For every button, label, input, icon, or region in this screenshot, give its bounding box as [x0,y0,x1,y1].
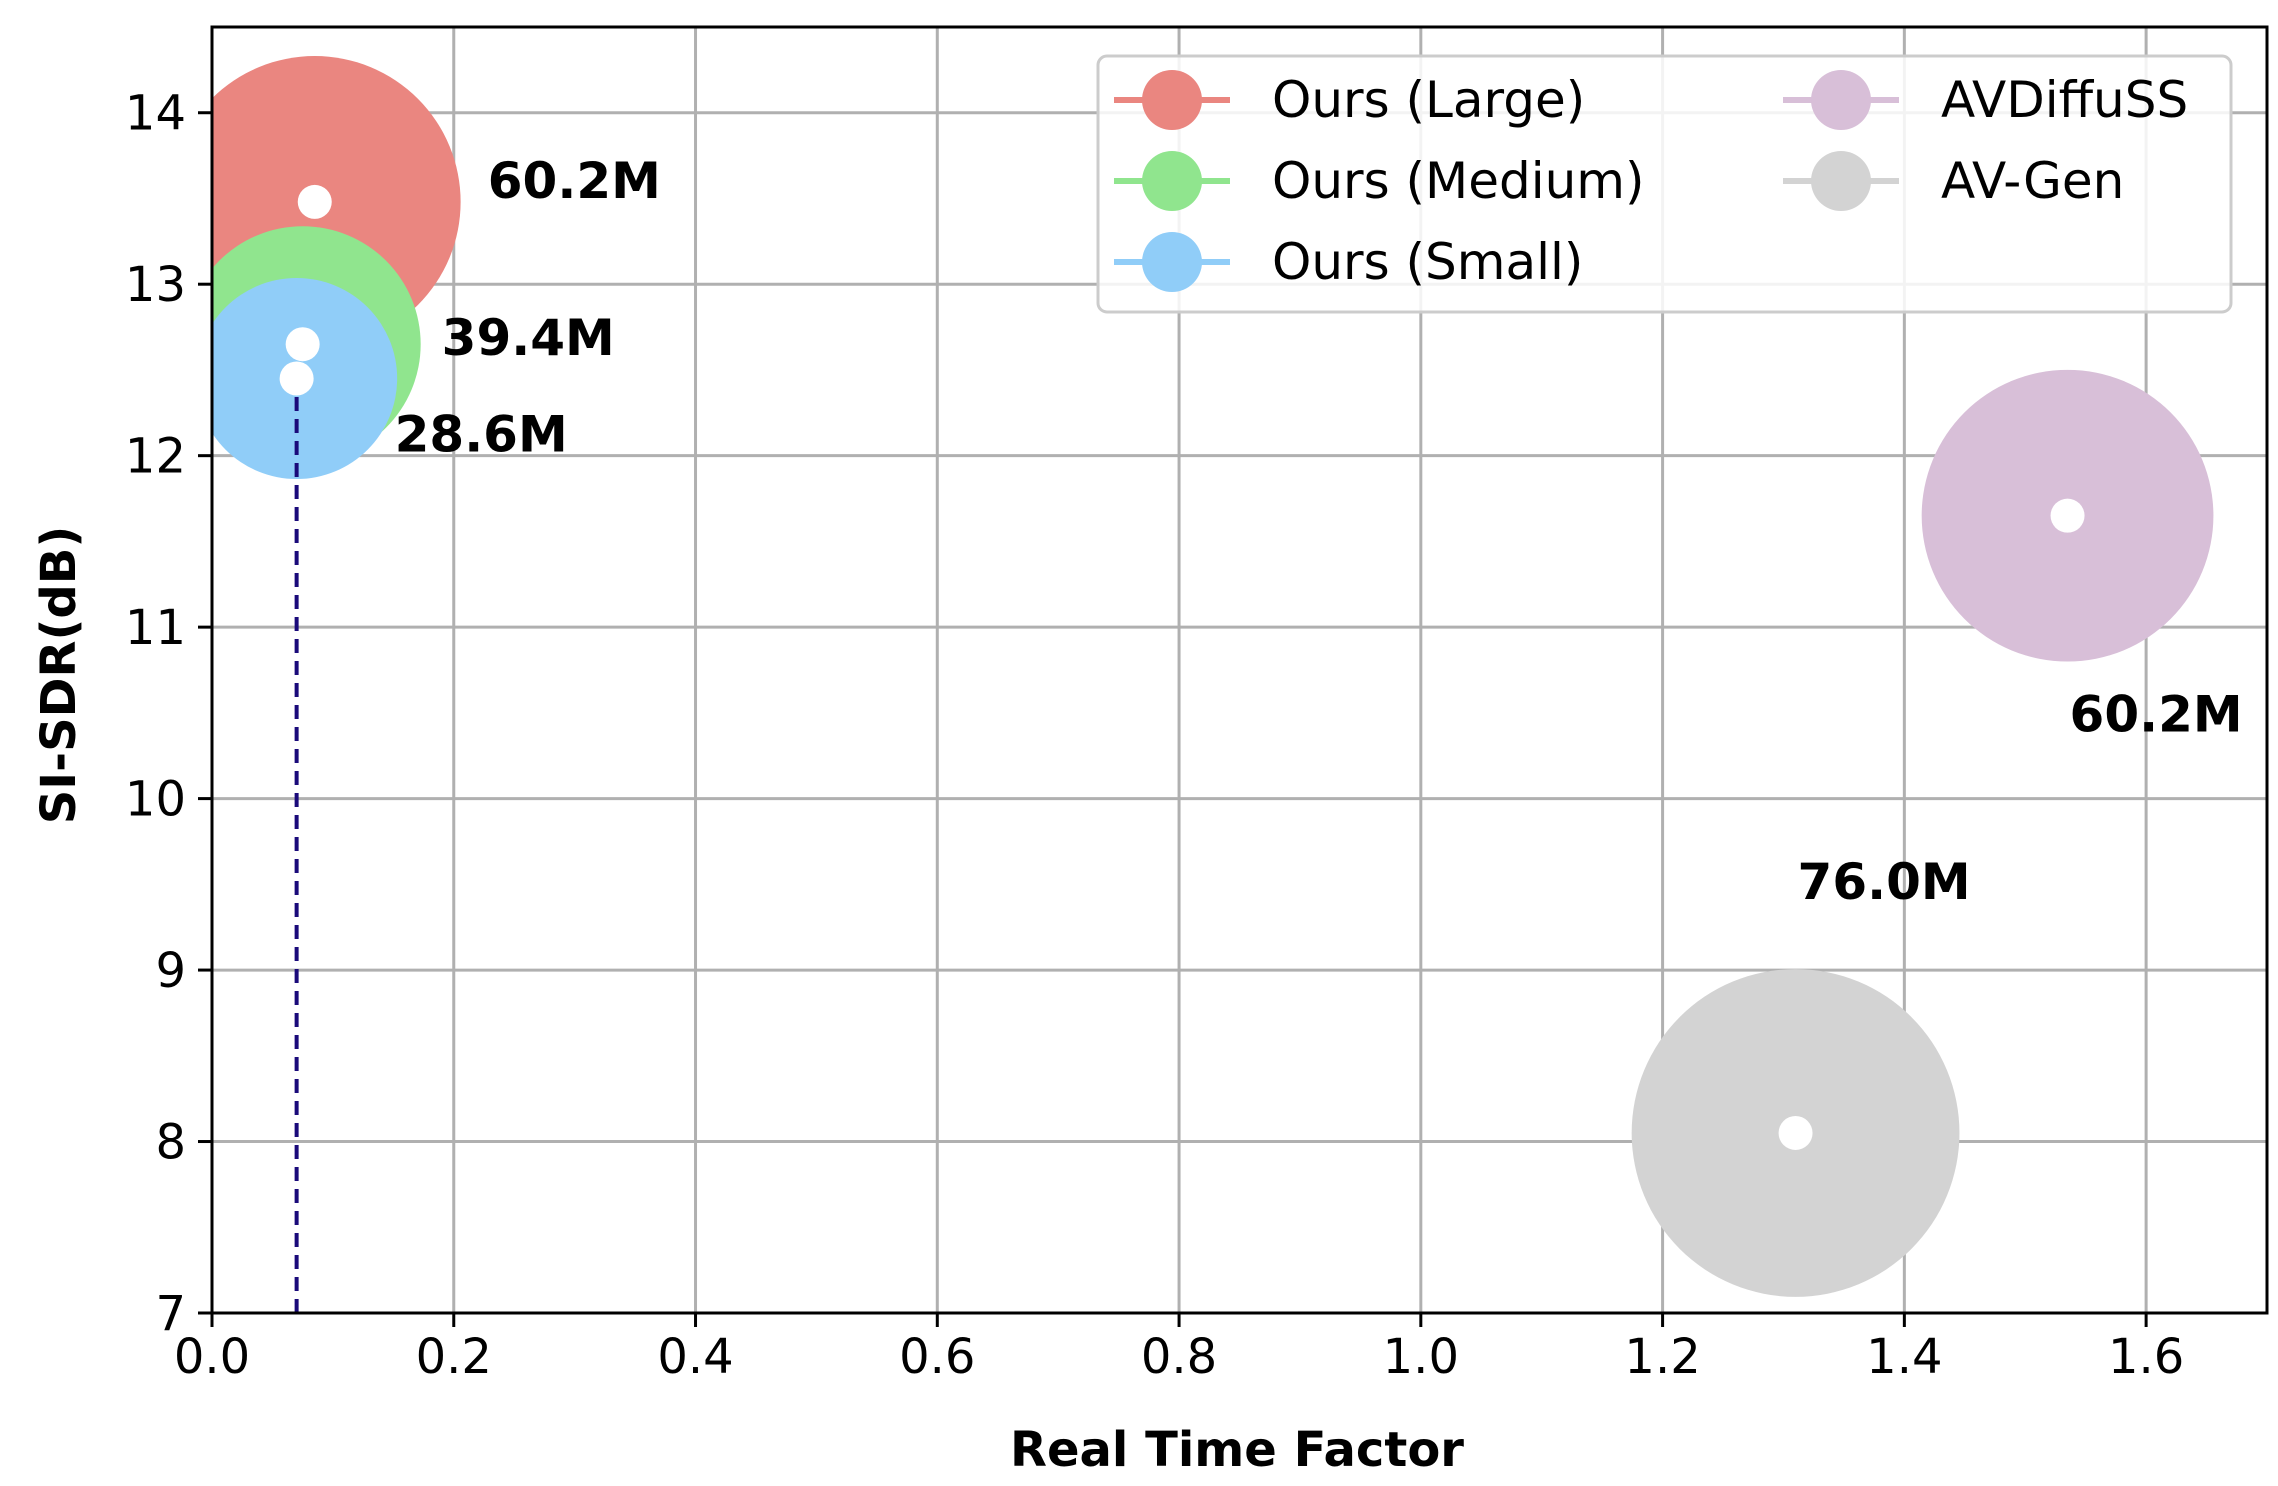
axis-ticks: 0.0 0.2 0.4 0.6 0.8 1.0 1.2 1.4 1.6 7 8 9 10 11 12 13 14 [125,86,2184,1385]
ours-large-center-marker [297,184,332,219]
ours-large-legend-label: Ours (Large) [1272,71,1585,129]
point-labels: 60.2M 39.4M 28.6M 60.2M 76.0M [395,152,2243,911]
x-tick-label: 0.6 [899,1329,975,1385]
y-tick-label: 12 [125,429,186,485]
ours-medium-center-marker [285,327,320,362]
y-tick-label: 14 [125,86,186,142]
avdiffuss-label: 60.2M [2070,686,2243,744]
legend: Ours (Large) Ours (Medium) Ours (Small) AVD… [1096,54,2233,314]
y-axis-title: SI-SDR(dB) [31,526,87,825]
ours-small-legend-label: Ours (Small) [1272,233,1583,291]
y-tick-label: 10 [125,772,186,828]
legend-box [1096,54,2233,314]
ours-small-center-marker [279,361,314,396]
ours-large-label: 60.2M [488,152,661,210]
avdiffuss-legend-label: AVDiffuSS [1941,71,2188,129]
y-tick-label: 8 [155,1115,186,1171]
x-tick-label: 1.0 [1383,1329,1459,1385]
avdiffuss-legend-marker [1811,70,1871,130]
x-tick-label: 1.6 [2108,1329,2184,1385]
x-tick-label: 0.2 [416,1329,492,1385]
ours-small-label: 28.6M [395,406,568,464]
x-tick-label: 0.8 [1141,1329,1217,1385]
y-tick-label: 13 [125,257,186,313]
av-gen-legend-label: AV-Gen [1941,152,2124,210]
ours-medium-legend-marker [1142,151,1202,211]
x-axis-title: Real Time Factor [1010,1422,1464,1478]
av-gen-legend-marker [1811,151,1871,211]
av-gen-label: 76.0M [1798,853,1971,911]
x-tick-label: 1.4 [1866,1329,1942,1385]
ours-large-legend-marker [1142,70,1202,130]
x-tick-label: 0.0 [174,1329,250,1385]
avdiffuss-center-marker [2050,498,2085,533]
y-tick-label: 11 [125,600,186,656]
av-gen-center-marker [1778,1115,1813,1150]
bubbles [212,56,2214,1313]
ours-small-legend-marker [1142,232,1202,292]
ours-medium-label: 39.4M [442,309,615,367]
x-tick-label: 1.2 [1624,1329,1700,1385]
x-tick-label: 0.4 [657,1329,733,1385]
y-tick-label: 9 [155,943,186,999]
ours-medium-legend-label: Ours (Medium) [1272,152,1645,210]
y-tick-label: 7 [155,1286,186,1342]
plot-frame [210,25,2269,1315]
